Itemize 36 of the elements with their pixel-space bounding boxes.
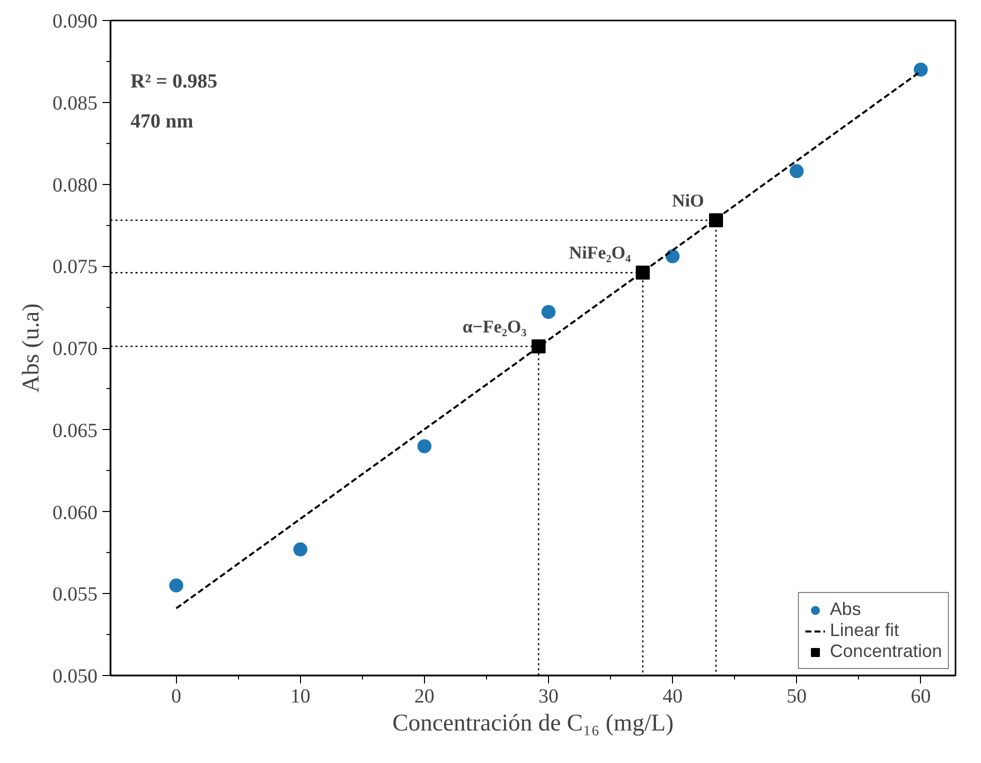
y-tick-label: 0.065 — [52, 420, 98, 442]
point — [790, 164, 804, 178]
y-tick-label: 0.070 — [52, 338, 98, 360]
legend-label: Abs — [830, 599, 861, 620]
y-axis-title: Abs (u.a) — [18, 303, 44, 393]
legend-label: Linear fit — [830, 620, 899, 641]
y-tick-label: 0.050 — [52, 666, 98, 688]
x-tick-label: 50 — [786, 686, 807, 708]
point — [636, 266, 650, 280]
point — [293, 542, 308, 556]
legend-label: Concentration — [830, 641, 942, 662]
y-tick-label: 0.090 — [52, 10, 98, 32]
point — [417, 439, 432, 454]
annotation: NiO — [672, 190, 704, 210]
y-tick-label: 0.055 — [52, 584, 98, 606]
annotation: 470 nm — [130, 110, 194, 132]
y-tick-label: 0.075 — [52, 256, 98, 278]
y-tick-label: 0.060 — [52, 502, 98, 524]
point — [542, 304, 556, 319]
point — [666, 249, 680, 264]
y-tick-label: 0.080 — [52, 174, 98, 196]
point — [169, 578, 184, 592]
annotation: R² = 0.985 — [130, 70, 218, 92]
annotation: NiFe₂O₄ — [569, 242, 632, 263]
point — [709, 213, 724, 228]
x-tick-label: 0 — [171, 686, 182, 708]
x-tick-label: 20 — [414, 686, 434, 708]
point — [914, 62, 928, 77]
annotation: α−Fe₂O₃ — [462, 316, 528, 336]
x-tick-label: 30 — [538, 686, 559, 708]
y-tick-label: 0.085 — [52, 92, 98, 114]
x-axis-title: Concentración de C₁₆ (mg/L) — [392, 710, 674, 736]
point — [532, 339, 546, 354]
x-tick-label: 40 — [662, 686, 683, 708]
x-tick-label: 60 — [910, 686, 931, 708]
x-tick-label: 10 — [290, 686, 310, 708]
